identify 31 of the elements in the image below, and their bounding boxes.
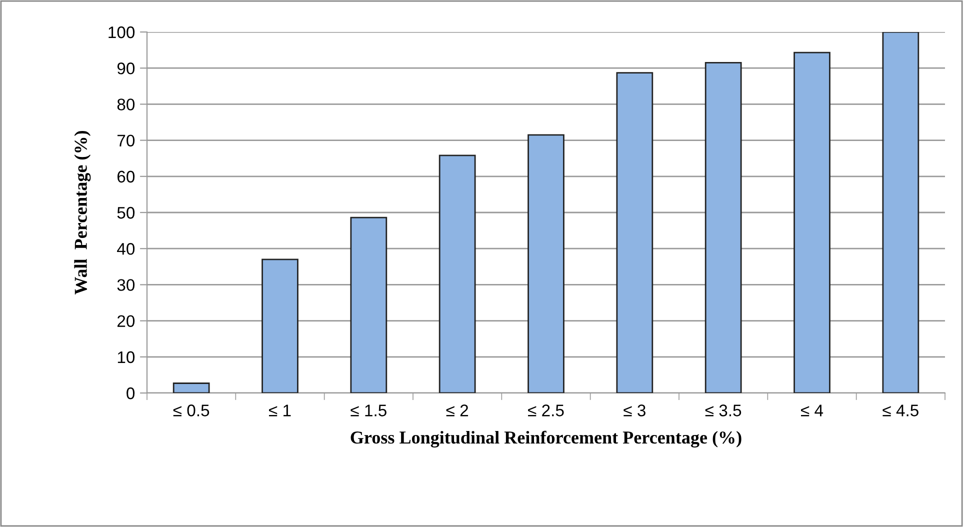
y-tick-label: 90 xyxy=(117,62,135,74)
x-tick-label: ≤ 2 xyxy=(446,404,468,416)
bar xyxy=(794,52,830,393)
y-tick-label: 0 xyxy=(126,387,135,400)
x-tick-label: ≤ 4 xyxy=(800,404,824,416)
y-tick-label: 30 xyxy=(117,279,135,291)
x-tick-label: ≤ 0.5 xyxy=(173,404,210,416)
y-tick-label: 40 xyxy=(117,243,135,255)
y-tick-label: 70 xyxy=(118,134,135,147)
y-tick-label: 50 xyxy=(117,206,135,219)
y-tick-label: 100 xyxy=(108,26,135,38)
y-axis-title: Wall Percentage (%) xyxy=(74,130,91,295)
y-tick-label: 20 xyxy=(117,315,135,328)
y-tick-label: 80 xyxy=(117,98,135,110)
x-tick-label: ≤ 2.5 xyxy=(528,404,564,416)
y-tick-label: 60 xyxy=(118,170,135,183)
bar xyxy=(616,72,654,393)
bar xyxy=(350,216,388,393)
bar xyxy=(882,32,920,393)
bar xyxy=(438,154,476,393)
bar xyxy=(528,134,564,393)
bar xyxy=(172,382,210,393)
bar xyxy=(262,258,298,393)
x-tick-label: ≤ 1.5 xyxy=(350,404,386,416)
x-tick-label: ≤ 3.5 xyxy=(705,404,742,416)
x-axis-title: Gross Longitudinal Reinforcement Percentage (%) xyxy=(350,430,742,448)
x-tick-label: ≤ 3 xyxy=(624,404,646,416)
x-tick-label: ≤ 1 xyxy=(268,404,291,416)
x-tick-label: ≤ 4.5 xyxy=(882,404,918,416)
y-tick-label: 10 xyxy=(118,351,135,364)
bar xyxy=(704,62,742,393)
